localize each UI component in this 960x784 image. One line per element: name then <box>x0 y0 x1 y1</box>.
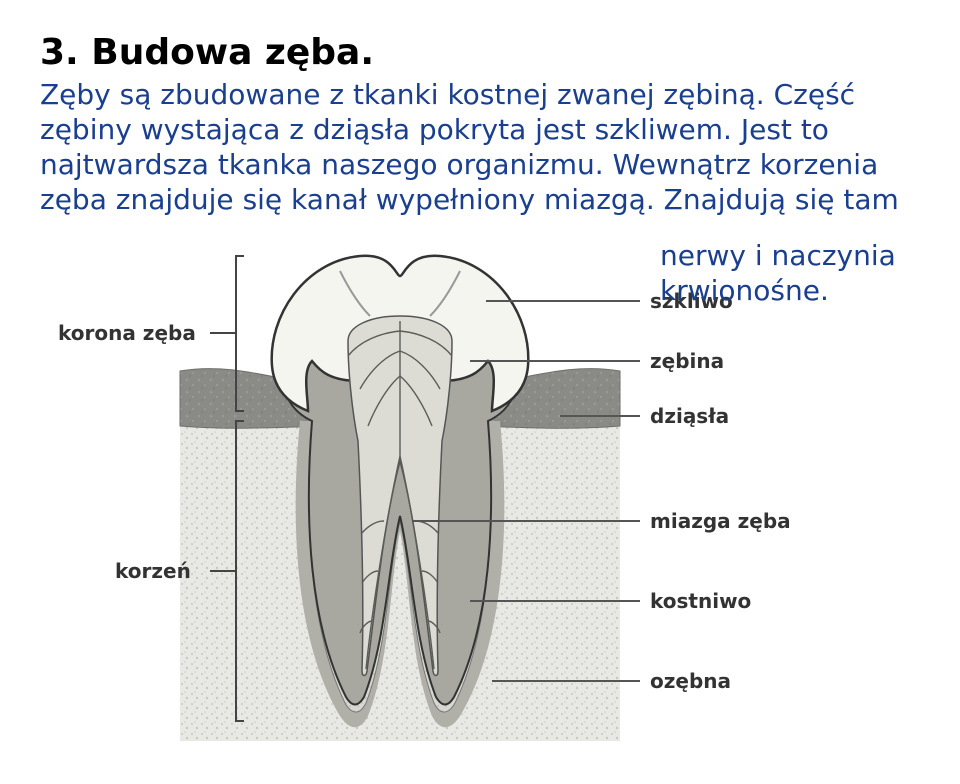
intro-paragraph-continued: nerwy i naczynia krwionośne. <box>660 238 920 308</box>
label-root: korzeń <box>115 559 191 583</box>
label-dentin: zębina <box>650 349 724 373</box>
intro-paragraph: Zęby są zbudowane z tkanki kostnej zwane… <box>40 77 920 217</box>
label-pulp: miazga zęba <box>650 509 791 533</box>
label-periodontium: ozębna <box>650 669 731 693</box>
label-cementum: kostniwo <box>650 589 751 613</box>
label-crown: korona zęba <box>58 321 196 345</box>
section-heading: 3. Budowa zęba. <box>40 32 920 73</box>
label-gums: dziąsła <box>650 404 729 428</box>
